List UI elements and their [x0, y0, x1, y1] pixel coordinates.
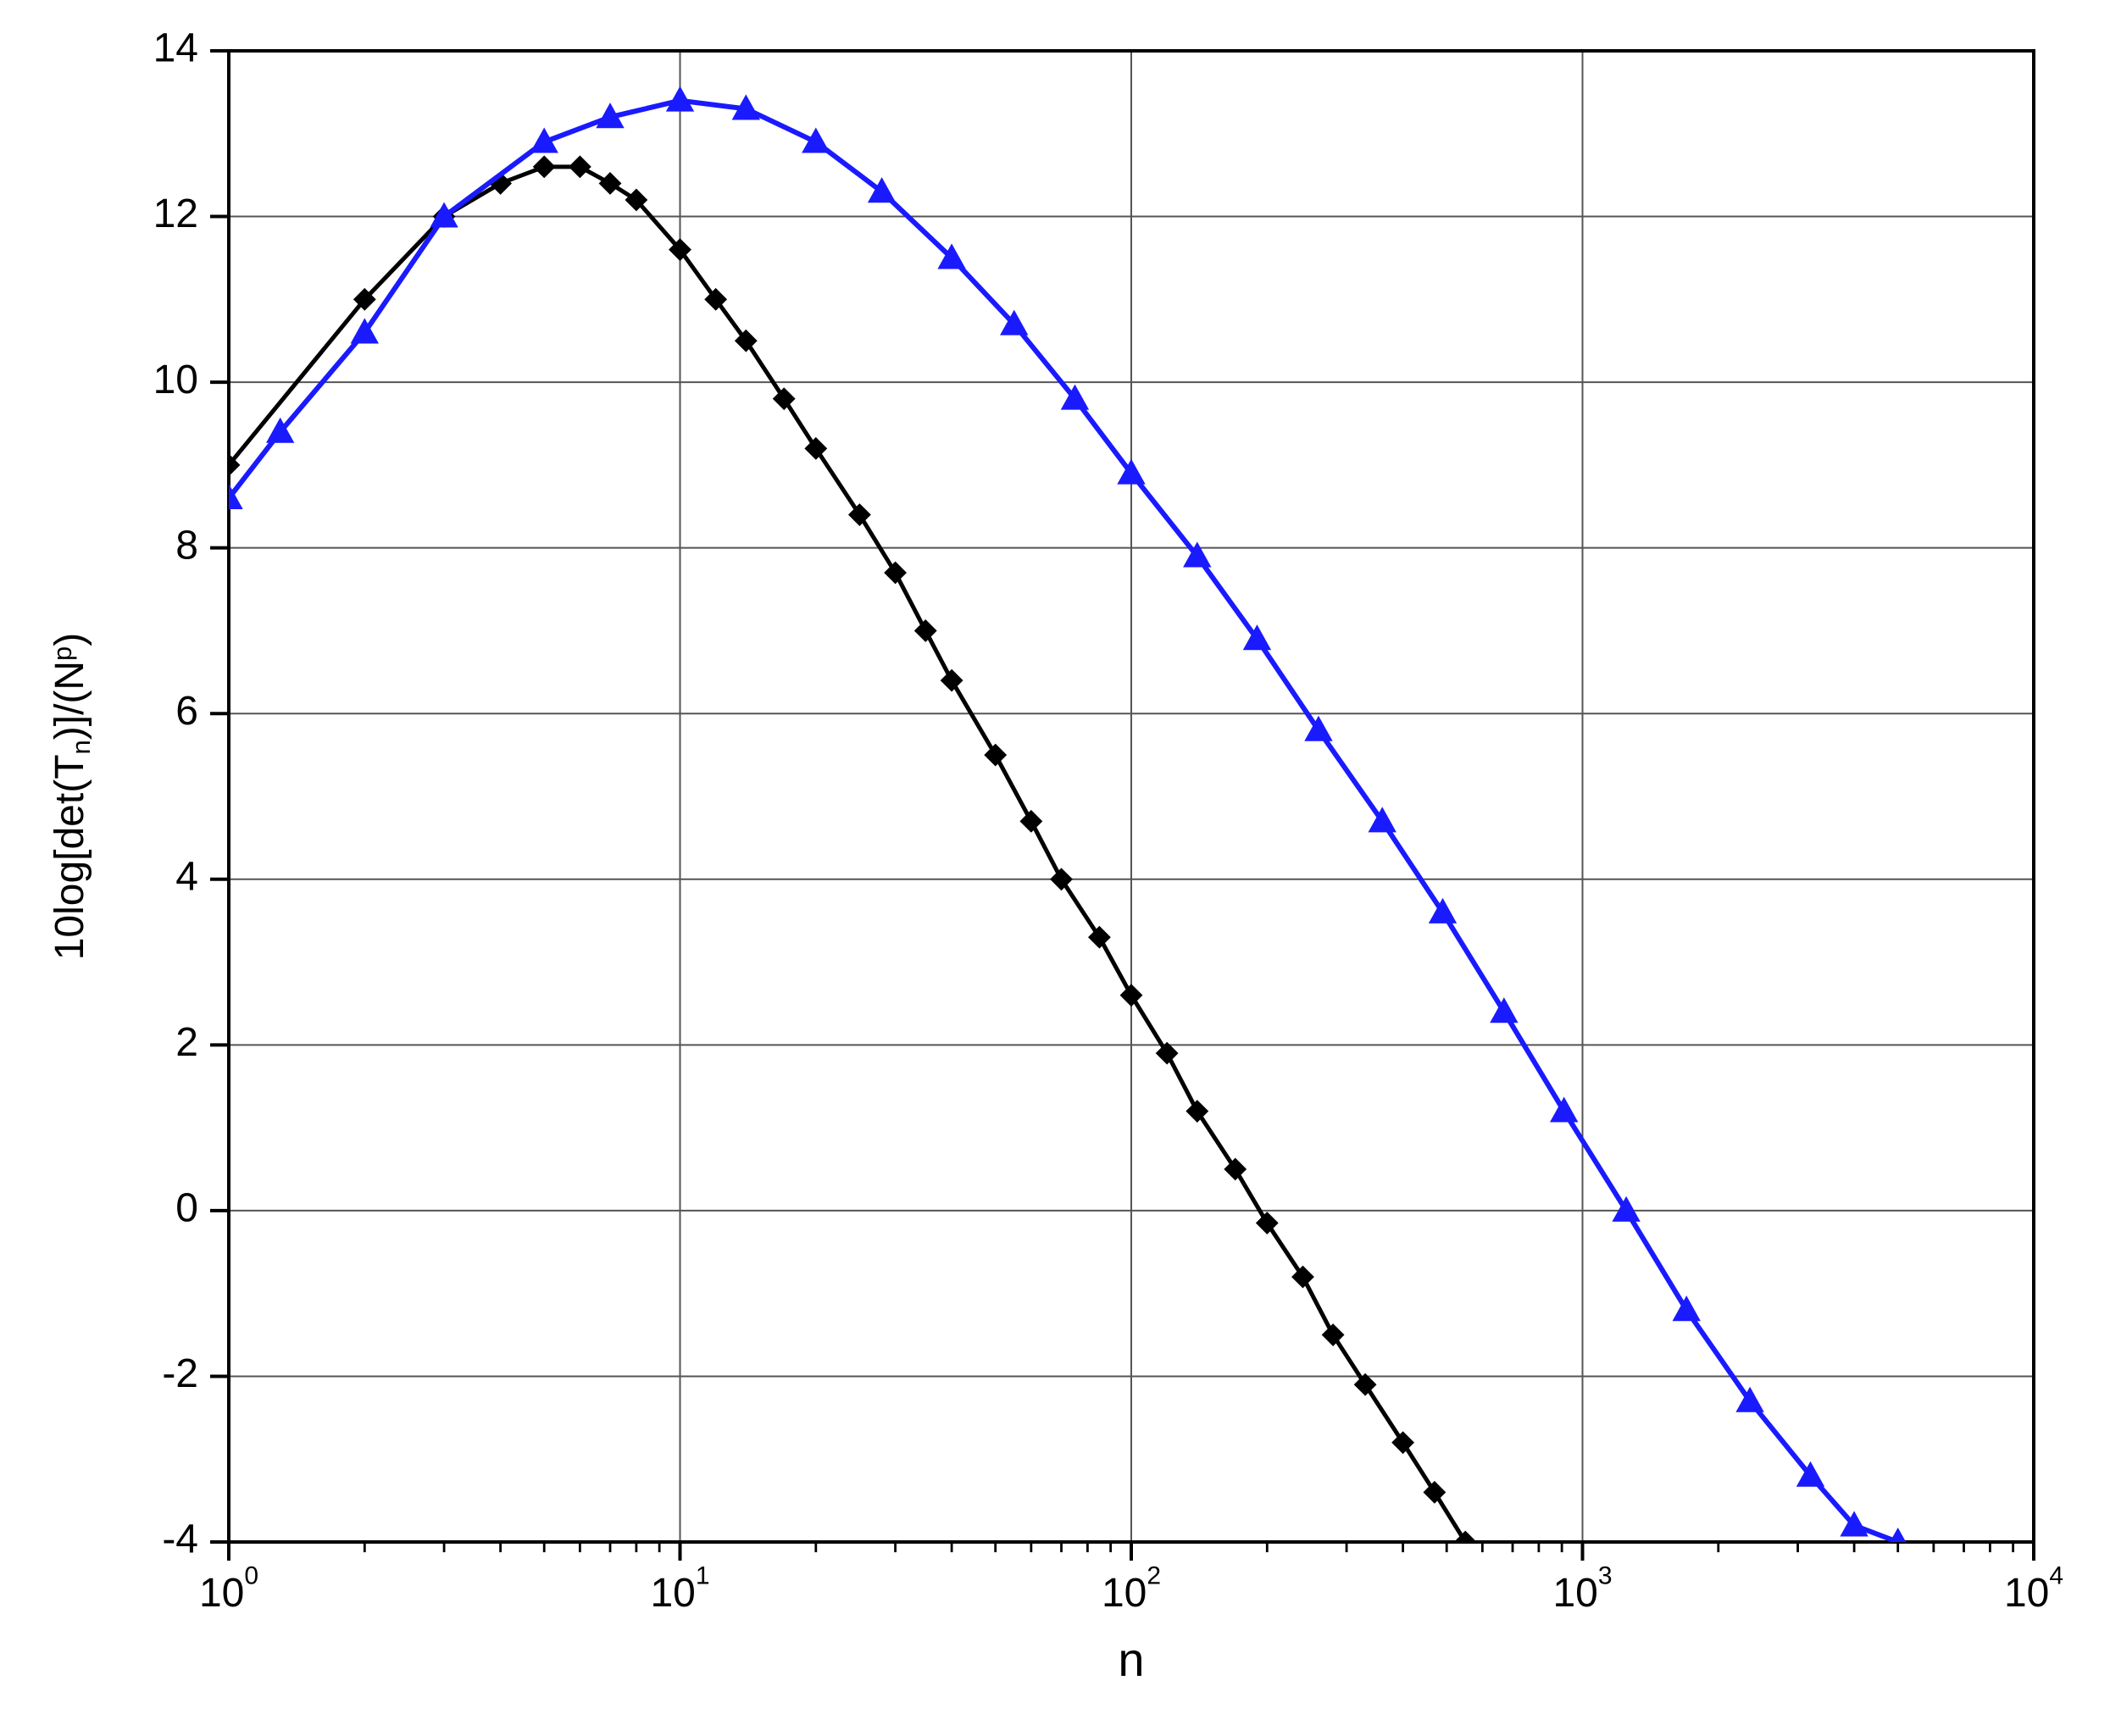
line-chart: -4-202468101214100101102103104n10log[det… [0, 0, 2110, 1736]
y-tick-label: 4 [175, 854, 198, 899]
y-tick-label: 8 [175, 523, 198, 568]
y-tick-label: 2 [175, 1020, 198, 1065]
y-tick-label: 14 [153, 26, 198, 71]
y-tick-label: -2 [162, 1351, 198, 1396]
y-tick-label: -4 [162, 1517, 198, 1562]
y-tick-label: 10 [153, 358, 198, 402]
y-tick-label: 6 [175, 689, 198, 734]
y-tick-label: 0 [175, 1186, 198, 1231]
y-tick-label: 12 [153, 191, 198, 236]
y-axis-label: 10log[det(Tn)]/(Np) [47, 633, 96, 961]
chart-container: -4-202468101214100101102103104n10log[det… [0, 0, 2110, 1736]
x-axis-label: n [1118, 1633, 1144, 1686]
